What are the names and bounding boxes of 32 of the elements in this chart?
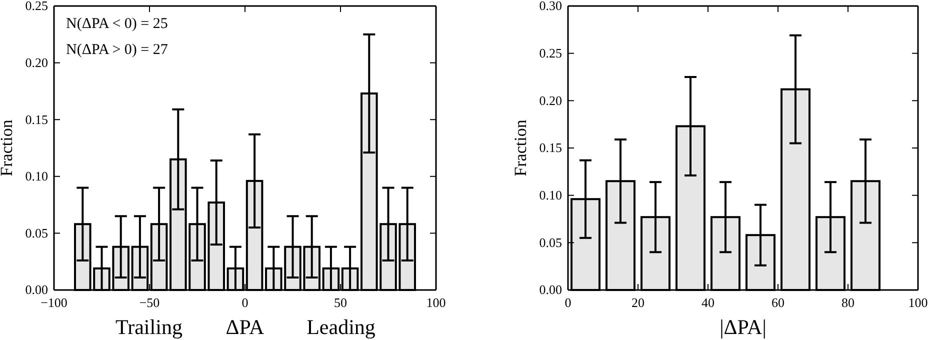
- y-tick-label: 0.20: [25, 54, 48, 70]
- x-tick-label: 0: [242, 295, 248, 310]
- x-tick-label: 50: [334, 295, 347, 310]
- text: Leading: [306, 315, 376, 339]
- y-tick-label: 0.25: [25, 0, 48, 14]
- y-tick-label: 0.25: [539, 45, 562, 60]
- y-tick-label: 0.05: [25, 225, 48, 240]
- x-tick-label: 20: [632, 295, 644, 310]
- y-tick-label: 0.15: [539, 140, 562, 156]
- x-tick-label: −50: [139, 295, 160, 310]
- annotation: N(ΔPA < 0) = 25: [66, 16, 168, 32]
- x-tick-label: 100: [908, 295, 928, 310]
- x-tick-label: 100: [426, 295, 446, 310]
- x-tick-label: 60: [772, 295, 784, 310]
- y-tick-label: 0.20: [539, 92, 562, 108]
- x-tick-label: 0: [564, 295, 572, 310]
- y-tick-label: 0.30: [539, 0, 562, 14]
- annotation: N(ΔPA > 0) = 27: [66, 42, 168, 58]
- y-tick-label: 0.10: [539, 187, 562, 202]
- y-axis-title: Fraction: [511, 119, 530, 176]
- x-axis-title: ΔPA: [226, 315, 266, 339]
- y-tick-label: 0.00: [25, 282, 48, 298]
- text: Trailing: [116, 315, 183, 339]
- y-axis-title: Fraction: [0, 119, 16, 176]
- y-tick-label: 0.15: [25, 112, 48, 127]
- y-tick-label: 0.05: [539, 234, 562, 250]
- x-tick-label: 40: [702, 295, 714, 310]
- y-tick-label: 0.10: [25, 168, 48, 184]
- y-tick-label: 0.00: [539, 282, 562, 298]
- x-tick-label: −100: [40, 295, 68, 310]
- x-axis-title: |ΔPA|: [720, 315, 766, 339]
- x-tick-label: 80: [842, 295, 854, 310]
